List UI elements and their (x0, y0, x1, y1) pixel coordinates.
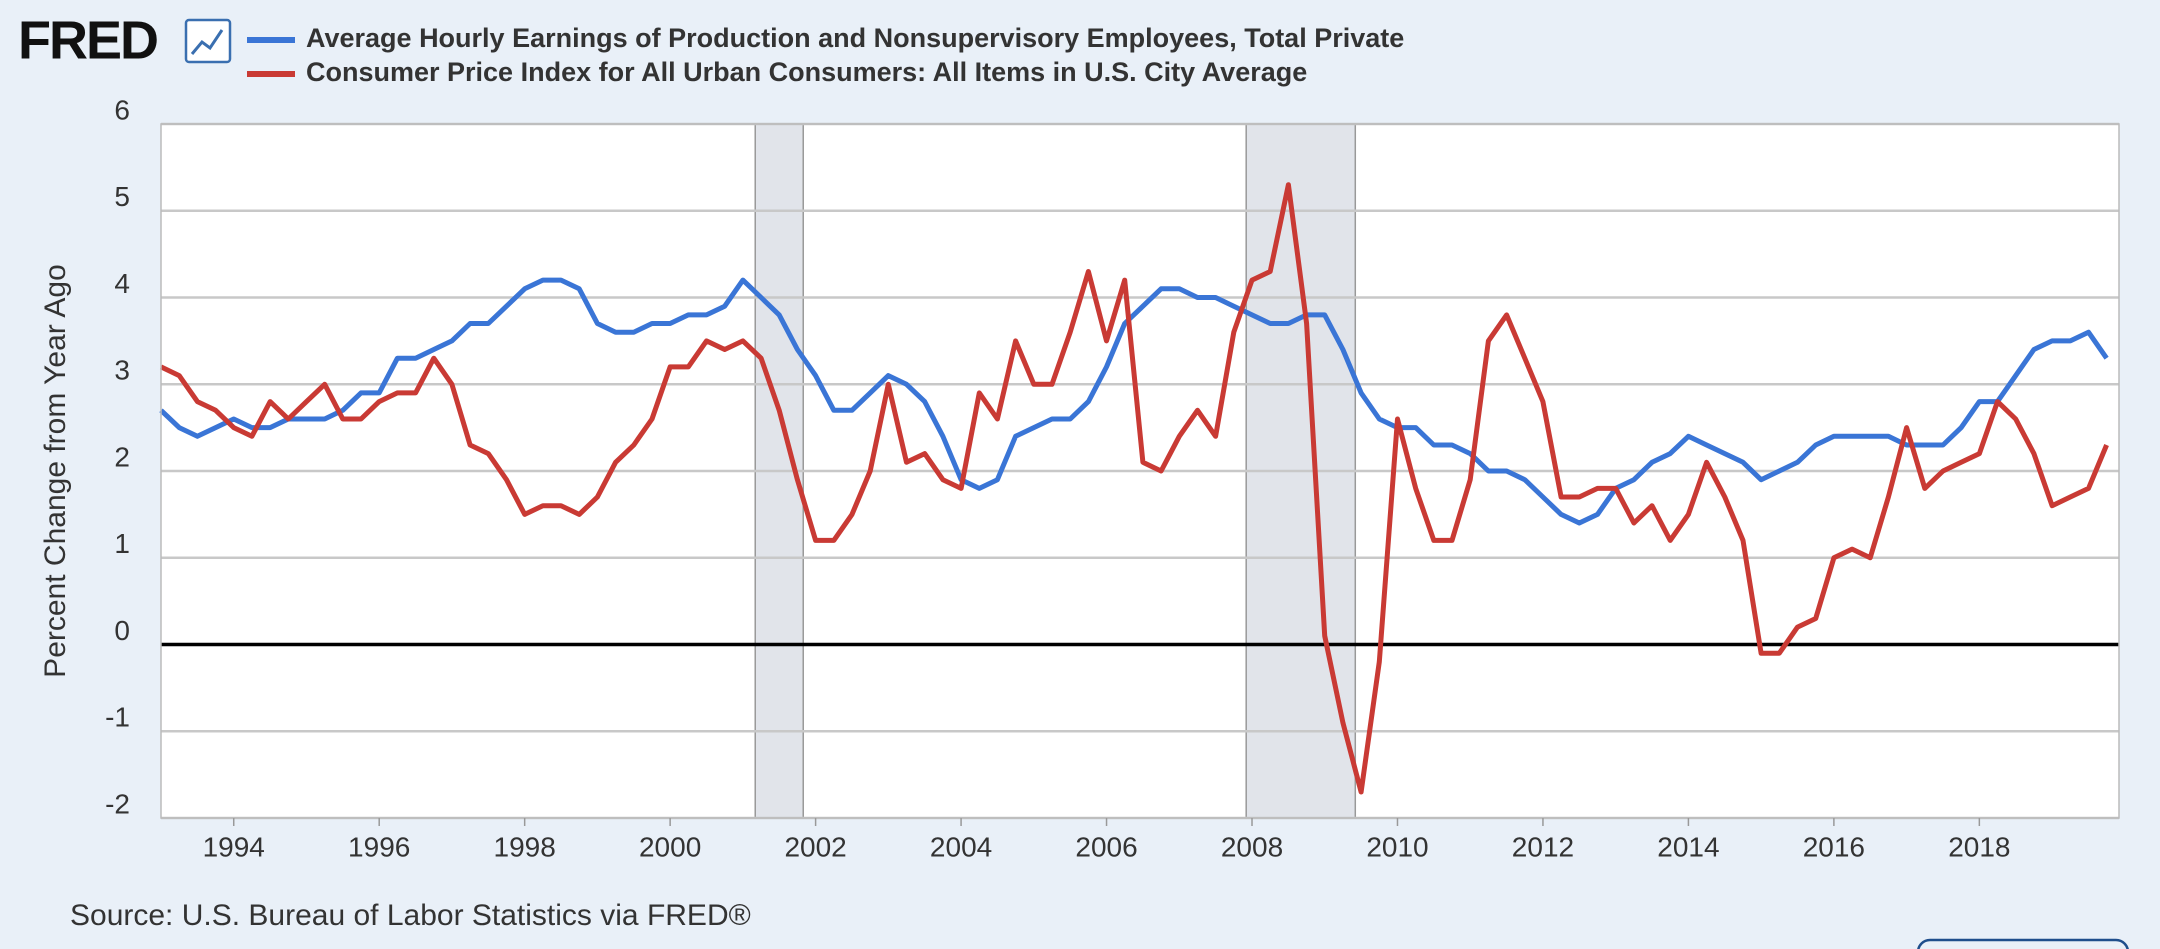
logo: FRED (18, 10, 157, 70)
x-tick-label: 1996 (348, 831, 410, 862)
x-tick-label: 2000 (639, 831, 701, 862)
legend-label: Average Hourly Earnings of Production an… (306, 23, 1404, 53)
y-tick-label: 1 (114, 528, 130, 559)
x-tick-label: 2004 (930, 831, 992, 862)
x-tick-label: 2016 (1803, 831, 1865, 862)
x-tick-label: 2014 (1657, 831, 1719, 862)
x-tick-label: 2002 (784, 831, 846, 862)
plot-border (160, 123, 2120, 819)
y-tick-label: -1 (105, 702, 130, 733)
x-tick-label: 2008 (1221, 831, 1283, 862)
logo-icon (184, 18, 232, 64)
button-edge[interactable] (1917, 938, 2129, 949)
x-tick-label: 1998 (494, 831, 556, 862)
y-tick-label: 3 (114, 355, 130, 386)
x-tick-label: 1994 (203, 831, 265, 862)
y-tick-label: 4 (114, 268, 130, 299)
source: Source: U.S. Bureau of Labor Statistics … (70, 899, 751, 932)
x-tick-label: 2012 (1512, 831, 1574, 862)
x-tick-label: 2006 (1075, 831, 1137, 862)
legend: Average Hourly Earnings of Production an… (247, 23, 1404, 87)
y-tick-label: 2 (114, 441, 130, 472)
series-line (159, 277, 2109, 526)
y-tick-label: 0 (114, 615, 130, 646)
y-axis-label: Percent Change from Year Ago (39, 264, 72, 678)
x-tick-label: 2010 (1366, 831, 1428, 862)
legend-label: Consumer Price Index for All Urban Consu… (306, 57, 1307, 87)
series-line (159, 182, 2109, 795)
y-tick-label: 6 (114, 94, 130, 125)
x-tick-label: 2018 (1948, 831, 2010, 862)
y-tick-label: -2 (105, 788, 130, 819)
y-tick-label: 5 (114, 181, 130, 212)
